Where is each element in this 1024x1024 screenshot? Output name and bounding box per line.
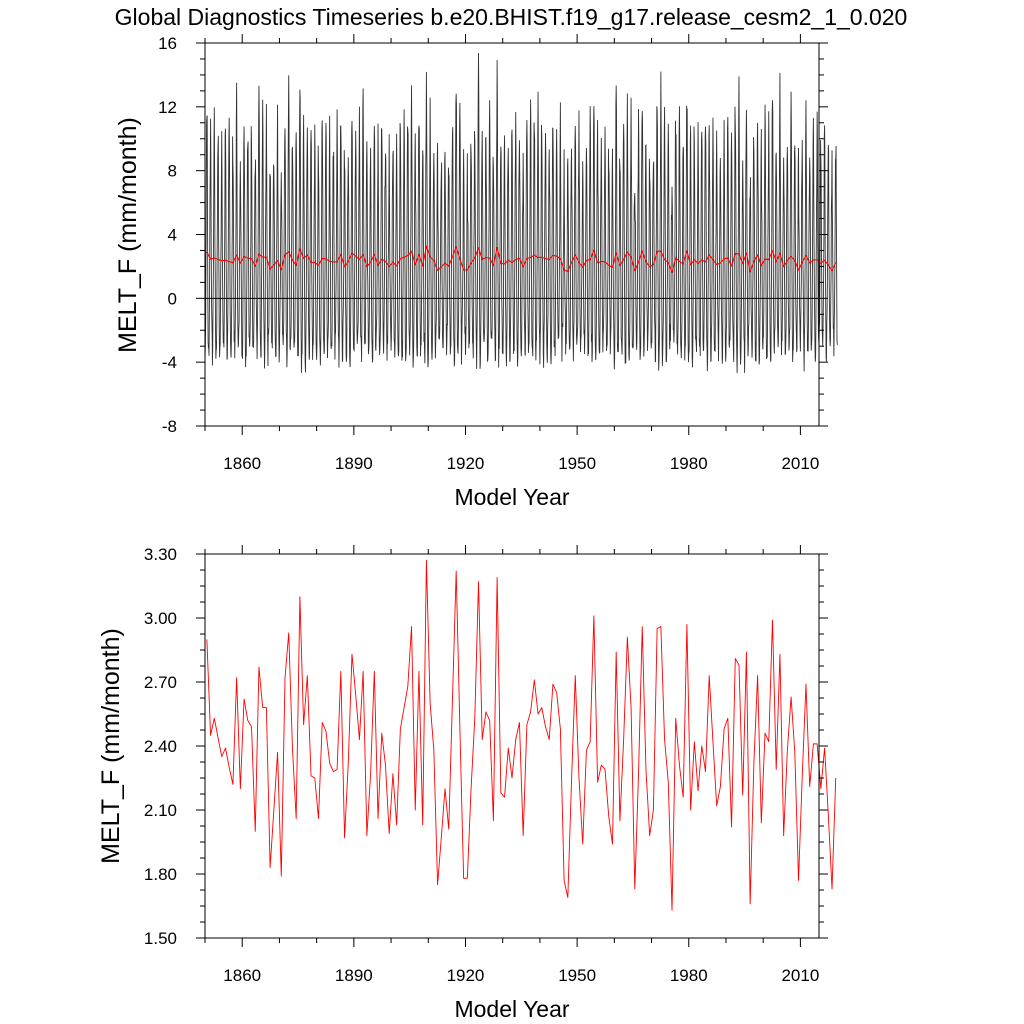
- panel-1-y-tick-label: 8: [168, 162, 177, 181]
- panel-2-annual-line-group: [206, 559, 837, 911]
- panel-1-annual-series-line: [206, 245, 837, 273]
- panel-1-x-tick-label: 2010: [781, 454, 819, 473]
- panel-2-y-tick-label: 2.10: [144, 801, 177, 820]
- panel-1-y-tick-labels: -8 -4 0 4 8 12 16: [158, 34, 177, 436]
- figure-title: Global Diagnostics Timeseries b.e20.BHIS…: [115, 4, 908, 30]
- panel-1-monthly-line-group: [204, 52, 838, 374]
- panel-2-y-tick-label: 1.80: [144, 865, 177, 884]
- panel-2-y-axis-title: MELT_F (mm/month): [97, 628, 125, 864]
- panel-2-x-tick-label: 1980: [670, 966, 708, 985]
- panel-1-ticks: [196, 34, 828, 435]
- panel-1-x-tick-label: 1890: [335, 454, 373, 473]
- panel-2-x-tick-labels: 1860 1890 1920 1950 1980 2010: [223, 966, 819, 985]
- panel-2-x-tick-label: 1920: [447, 966, 485, 985]
- panel-1-x-axis-title: Model Year: [454, 484, 569, 510]
- panel-2-y-tick-label: 1.50: [144, 929, 177, 948]
- panel-1-y-tick-label: 12: [158, 98, 177, 117]
- panel-2-x-tick-label: 1950: [558, 966, 596, 985]
- panel-1-y-tick-label: 0: [168, 289, 177, 308]
- panel-1-annual-line-group: [206, 245, 837, 273]
- panel-1-monthly-series-line: [204, 52, 838, 374]
- panel-2-y-tick-label: 3.00: [144, 609, 177, 628]
- panel-2-y-tick-label: 2.40: [144, 737, 177, 756]
- panel-2-x-axis-title: Model Year: [454, 996, 569, 1022]
- panel-1-y-tick-label: 16: [158, 34, 177, 53]
- panel-2-y-tick-labels: 1.50 1.80 2.10 2.40 2.70 3.00 3.30: [144, 545, 177, 948]
- panel-2-x-tick-label: 2010: [781, 966, 819, 985]
- panel-2-x-tick-label: 1860: [223, 966, 261, 985]
- panel-2-annual-series-line: [206, 559, 837, 911]
- panel-1-x-tick-label: 1920: [447, 454, 485, 473]
- panel-2-y-tick-label: 3.30: [144, 545, 177, 564]
- panel-1-x-tick-labels: 1860 1890 1920 1950 1980 2010: [223, 454, 819, 473]
- panel-1-y-tick-label: 4: [168, 226, 177, 245]
- panel-1-y-tick-label: -4: [162, 353, 177, 372]
- panel-1-x-tick-label: 1860: [223, 454, 261, 473]
- panel-1-x-tick-label: 1980: [670, 454, 708, 473]
- panel-1-x-tick-label: 1950: [558, 454, 596, 473]
- panel-2-chart: 1860 1890 1920 1950 1980 2010 1.50 1.80 …: [97, 545, 837, 1022]
- panel-2-y-tick-label: 2.70: [144, 673, 177, 692]
- panel-1-chart: 1860 1890 1920 1950 1980 2010 -8 -4 0 4 …: [114, 34, 838, 510]
- panel-1-y-tick-label: -8: [162, 417, 177, 436]
- panel-2-ticks: [196, 545, 828, 947]
- panel-2-x-tick-label: 1890: [335, 966, 373, 985]
- panel-1-y-axis-title: MELT_F (mm/month): [114, 117, 142, 353]
